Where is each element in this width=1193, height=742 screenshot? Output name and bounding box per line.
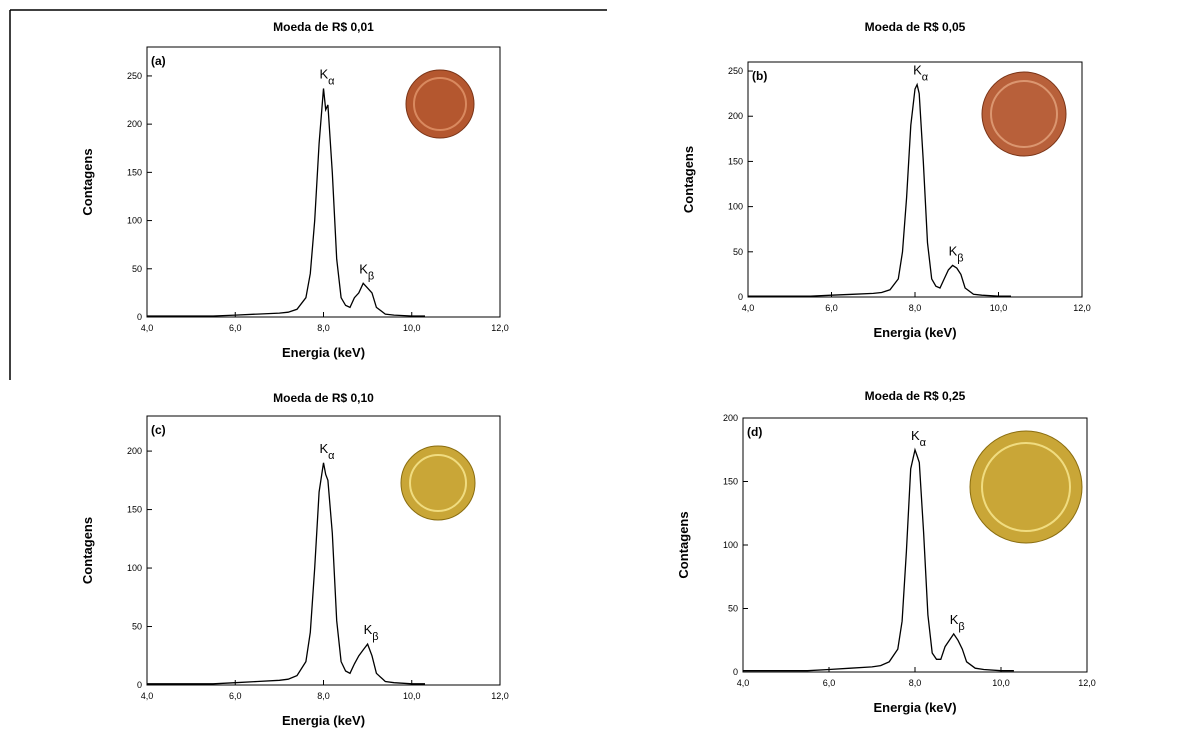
spectrum-line [147,462,425,685]
spectrum-line [147,88,425,317]
peak-subscript: α [328,75,335,87]
y-tick-label: 200 [127,446,142,456]
x-axis-label: Energia (keV) [282,345,365,360]
peak-subscript: β [368,270,374,282]
peak-subscript: α [920,437,927,449]
x-tick-label: 12,0 [1078,678,1096,688]
panel-label: (d) [747,425,762,439]
peak-label: Kα [320,66,336,87]
x-tick-label: 4,0 [742,303,755,313]
y-tick-label: 100 [127,216,142,226]
peak-label: Kα [320,441,336,462]
y-tick-label: 0 [733,667,738,677]
spectrum-line [748,82,1011,297]
y-tick-label: 0 [137,680,142,690]
y-tick-label: 50 [733,247,743,257]
x-tick-label: 8,0 [317,323,330,333]
y-axis-label: Contagens [80,148,95,215]
y-tick-label: 250 [728,66,743,76]
x-tick-label: 6,0 [823,678,836,688]
y-tick-label: 0 [137,312,142,322]
peak-symbol: K [949,243,958,258]
peak-symbol: K [359,261,368,276]
y-tick-label: 200 [127,119,142,129]
x-tick-label: 8,0 [317,691,330,701]
x-tick-label: 8,0 [909,303,922,313]
x-tick-label: 10,0 [403,691,421,701]
y-tick-label: 150 [127,167,142,177]
peak-symbol: K [913,63,922,78]
peak-label: Kβ [949,243,964,264]
peak-subscript: α [328,450,335,462]
x-tick-label: 6,0 [229,323,242,333]
y-tick-label: 100 [127,563,142,573]
peak-label: Kβ [364,622,379,643]
x-axis-label: Energia (keV) [873,325,956,340]
peak-symbol: K [320,441,329,456]
spectrum-line [743,447,1014,672]
x-axis-label: Energia (keV) [282,713,365,728]
peak-symbol: K [364,622,373,637]
x-tick-label: 4,0 [141,691,154,701]
x-tick-label: 10,0 [992,678,1010,688]
panel-label: (c) [151,423,166,437]
y-axis-label: Contagens [676,511,691,578]
x-tick-label: 10,0 [990,303,1008,313]
y-axis-label: Contagens [681,146,696,213]
peak-subscript: β [958,621,964,633]
x-tick-label: 12,0 [491,691,509,701]
x-tick-label: 12,0 [1073,303,1091,313]
x-tick-label: 10,0 [403,323,421,333]
peak-label: Kα [911,428,927,449]
x-axis-label: Energia (keV) [873,700,956,715]
y-tick-label: 150 [723,477,738,487]
peak-symbol: K [911,428,920,443]
y-tick-label: 200 [723,413,738,423]
peak-subscript: α [922,72,929,84]
y-tick-label: 50 [728,604,738,614]
y-tick-label: 0 [738,292,743,302]
y-axis-label: Contagens [80,517,95,584]
y-tick-label: 50 [132,264,142,274]
y-tick-label: 200 [728,111,743,121]
x-tick-label: 6,0 [229,691,242,701]
x-tick-label: 4,0 [141,323,154,333]
x-tick-label: 12,0 [491,323,509,333]
chart-title: Moeda de R$ 0,10 [273,391,374,405]
panel-label: (b) [752,69,767,83]
peak-symbol: K [950,612,959,627]
peak-label: Kα [913,63,929,84]
panel-label: (a) [151,54,166,68]
peak-subscript: β [957,252,963,264]
y-tick-label: 100 [728,202,743,212]
peak-symbol: K [320,66,329,81]
x-tick-label: 6,0 [825,303,838,313]
chart-title: Moeda de R$ 0,25 [865,389,966,403]
x-tick-label: 4,0 [737,678,750,688]
peak-label: Kβ [359,261,374,282]
y-tick-label: 50 [132,622,142,632]
y-tick-label: 150 [728,156,743,166]
peak-subscript: β [372,631,378,643]
chart-title: Moeda de R$ 0,05 [865,20,966,34]
y-tick-label: 150 [127,505,142,515]
peak-label: Kβ [950,612,965,633]
chart-title: Moeda de R$ 0,01 [273,20,374,34]
y-tick-label: 100 [723,540,738,550]
y-tick-label: 250 [127,71,142,81]
coin [400,69,1083,544]
x-tick-label: 8,0 [909,678,922,688]
